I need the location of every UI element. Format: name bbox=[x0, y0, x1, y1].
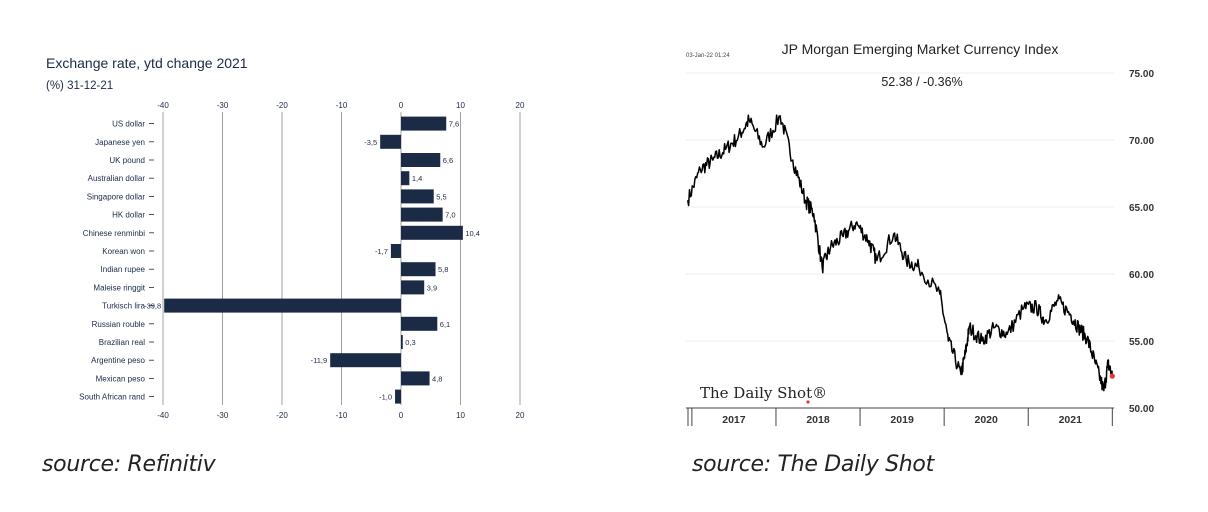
data-label: 7,6 bbox=[449, 120, 459, 129]
bar bbox=[401, 371, 430, 386]
category-label: Maleise ringgit bbox=[93, 283, 145, 292]
right-y-tick-label: 75.00 bbox=[1129, 69, 1154, 80]
right-x-year-label: 2021 bbox=[1059, 414, 1083, 426]
right-y-tick-label: 65.00 bbox=[1129, 203, 1154, 214]
left-tick-label-bottom: -30 bbox=[217, 411, 229, 420]
left-tick-label-top: -10 bbox=[336, 101, 348, 110]
data-label: 5,8 bbox=[438, 265, 448, 274]
left-source-note: source: Refinitiv bbox=[42, 452, 216, 477]
data-label: -39,8 bbox=[144, 302, 161, 311]
left-tick-label-bottom: 0 bbox=[399, 411, 404, 420]
left-tick-label-top: -20 bbox=[276, 101, 288, 110]
bar bbox=[401, 171, 410, 186]
category-label: Turkisch lira bbox=[102, 302, 145, 311]
data-label: -3,5 bbox=[364, 138, 377, 147]
bar bbox=[401, 280, 425, 295]
category-label: South African rand bbox=[79, 393, 145, 402]
category-label: Indian rupee bbox=[101, 265, 146, 274]
right-x-year-label: 2020 bbox=[975, 414, 999, 426]
bar bbox=[401, 189, 434, 204]
left-tick-label-top: 10 bbox=[456, 101, 465, 110]
data-label: 0,3 bbox=[405, 338, 415, 347]
category-label: Australian dollar bbox=[88, 174, 146, 183]
right-chart-last-value: 52.38 / -0.36% bbox=[881, 75, 962, 89]
right-chart-timestamp: 03-Jan-22 01:24 bbox=[686, 53, 730, 59]
daily-shot-logo: The Daily Shot® bbox=[700, 384, 827, 402]
bar bbox=[380, 134, 401, 149]
right-y-tick-label: 55.00 bbox=[1129, 337, 1154, 348]
left-tick-label-top: 0 bbox=[399, 101, 404, 110]
series-line-em-currency-index bbox=[686, 114, 1114, 392]
left-tick-label-bottom: 20 bbox=[516, 411, 525, 420]
right-x-year-label: 2017 bbox=[722, 414, 746, 426]
category-label: Korean won bbox=[102, 247, 145, 256]
data-label: 10,4 bbox=[465, 229, 480, 238]
right-source-note: source: The Daily Shot bbox=[692, 452, 934, 477]
left-chart-title: Exchange rate, ytd change 2021 bbox=[46, 55, 248, 71]
category-label: HK dollar bbox=[112, 211, 145, 220]
category-label: Brazilian real bbox=[99, 338, 145, 347]
bar bbox=[390, 244, 401, 258]
right-x-year-label: 2018 bbox=[806, 414, 830, 426]
data-label: -1,7 bbox=[375, 247, 388, 256]
bar bbox=[401, 116, 447, 131]
data-label: 7,0 bbox=[445, 211, 455, 220]
left-tick-label-top: -30 bbox=[217, 101, 229, 110]
category-label: Russian rouble bbox=[92, 320, 146, 329]
bar bbox=[401, 335, 403, 349]
logo-red-dot bbox=[806, 400, 810, 404]
data-label: -1,0 bbox=[379, 393, 392, 402]
data-label: 4,8 bbox=[432, 374, 442, 383]
last-point-marker bbox=[1109, 373, 1115, 379]
right-y-tick-label: 70.00 bbox=[1129, 136, 1154, 147]
category-label: Singapore dollar bbox=[87, 192, 146, 201]
data-label: 5,5 bbox=[436, 192, 446, 201]
data-label: -11,9 bbox=[311, 356, 328, 365]
data-label: 6,6 bbox=[443, 156, 453, 165]
left-tick-label-bottom: -20 bbox=[276, 411, 288, 420]
right-y-tick-label: 50.00 bbox=[1129, 404, 1154, 415]
category-label: Chinese renminbi bbox=[83, 229, 145, 238]
bar bbox=[401, 153, 441, 167]
left-tick-label-bottom: -10 bbox=[336, 411, 348, 420]
left-chart-subtitle: (%) 31-12-21 bbox=[46, 80, 113, 92]
category-label: Mexican peso bbox=[96, 374, 146, 383]
bar bbox=[401, 207, 443, 222]
bar bbox=[401, 316, 438, 331]
bar bbox=[401, 262, 436, 277]
bar bbox=[395, 389, 401, 404]
category-label: Japanese yen bbox=[95, 138, 145, 147]
data-label: 3,9 bbox=[427, 283, 437, 292]
bar bbox=[401, 225, 463, 240]
bar bbox=[164, 298, 401, 313]
left-tick-label-bottom: -40 bbox=[157, 411, 169, 420]
left-tick-label-top: 20 bbox=[516, 101, 525, 110]
right-x-year-label: 2019 bbox=[890, 414, 914, 426]
right-y-tick-label: 60.00 bbox=[1129, 270, 1154, 281]
category-label: US dollar bbox=[112, 120, 145, 129]
bar bbox=[330, 353, 401, 368]
category-label: UK pound bbox=[109, 156, 145, 165]
data-label: 6,1 bbox=[440, 320, 450, 329]
left-tick-label-top: -40 bbox=[157, 101, 169, 110]
category-label: Argentine peso bbox=[91, 356, 145, 365]
right-chart-title: JP Morgan Emerging Market Currency Index bbox=[782, 41, 1059, 57]
left-tick-label-bottom: 10 bbox=[456, 411, 465, 420]
data-label: 1,4 bbox=[412, 174, 422, 183]
